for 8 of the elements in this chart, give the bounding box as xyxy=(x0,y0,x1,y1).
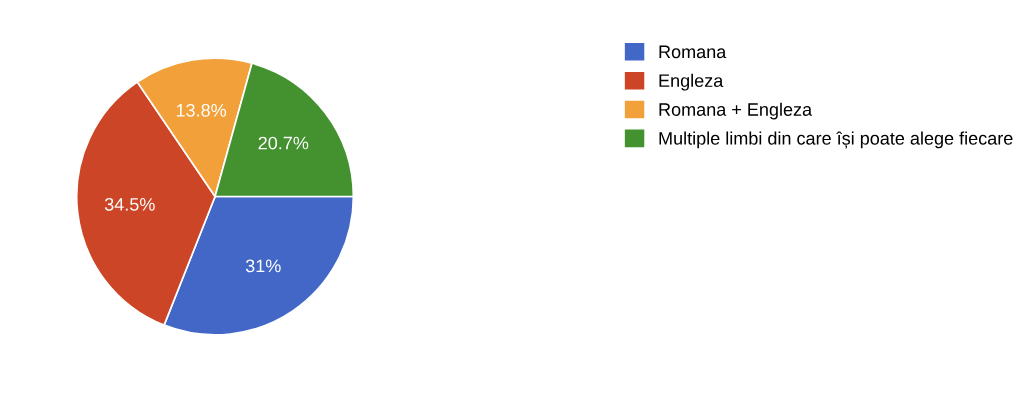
legend-label: Engleza xyxy=(659,73,724,91)
legend-label: Romana xyxy=(659,45,727,59)
data-label: 34.5% xyxy=(104,197,155,211)
data-label: 13.8% xyxy=(176,103,227,117)
legend-label: Romana + Engleza xyxy=(659,102,813,120)
data-label: 20.7% xyxy=(258,136,309,150)
data-label: 31% xyxy=(245,259,281,273)
legend-label: Multiple limbi din care își poate alege fiecare xyxy=(659,131,1013,149)
